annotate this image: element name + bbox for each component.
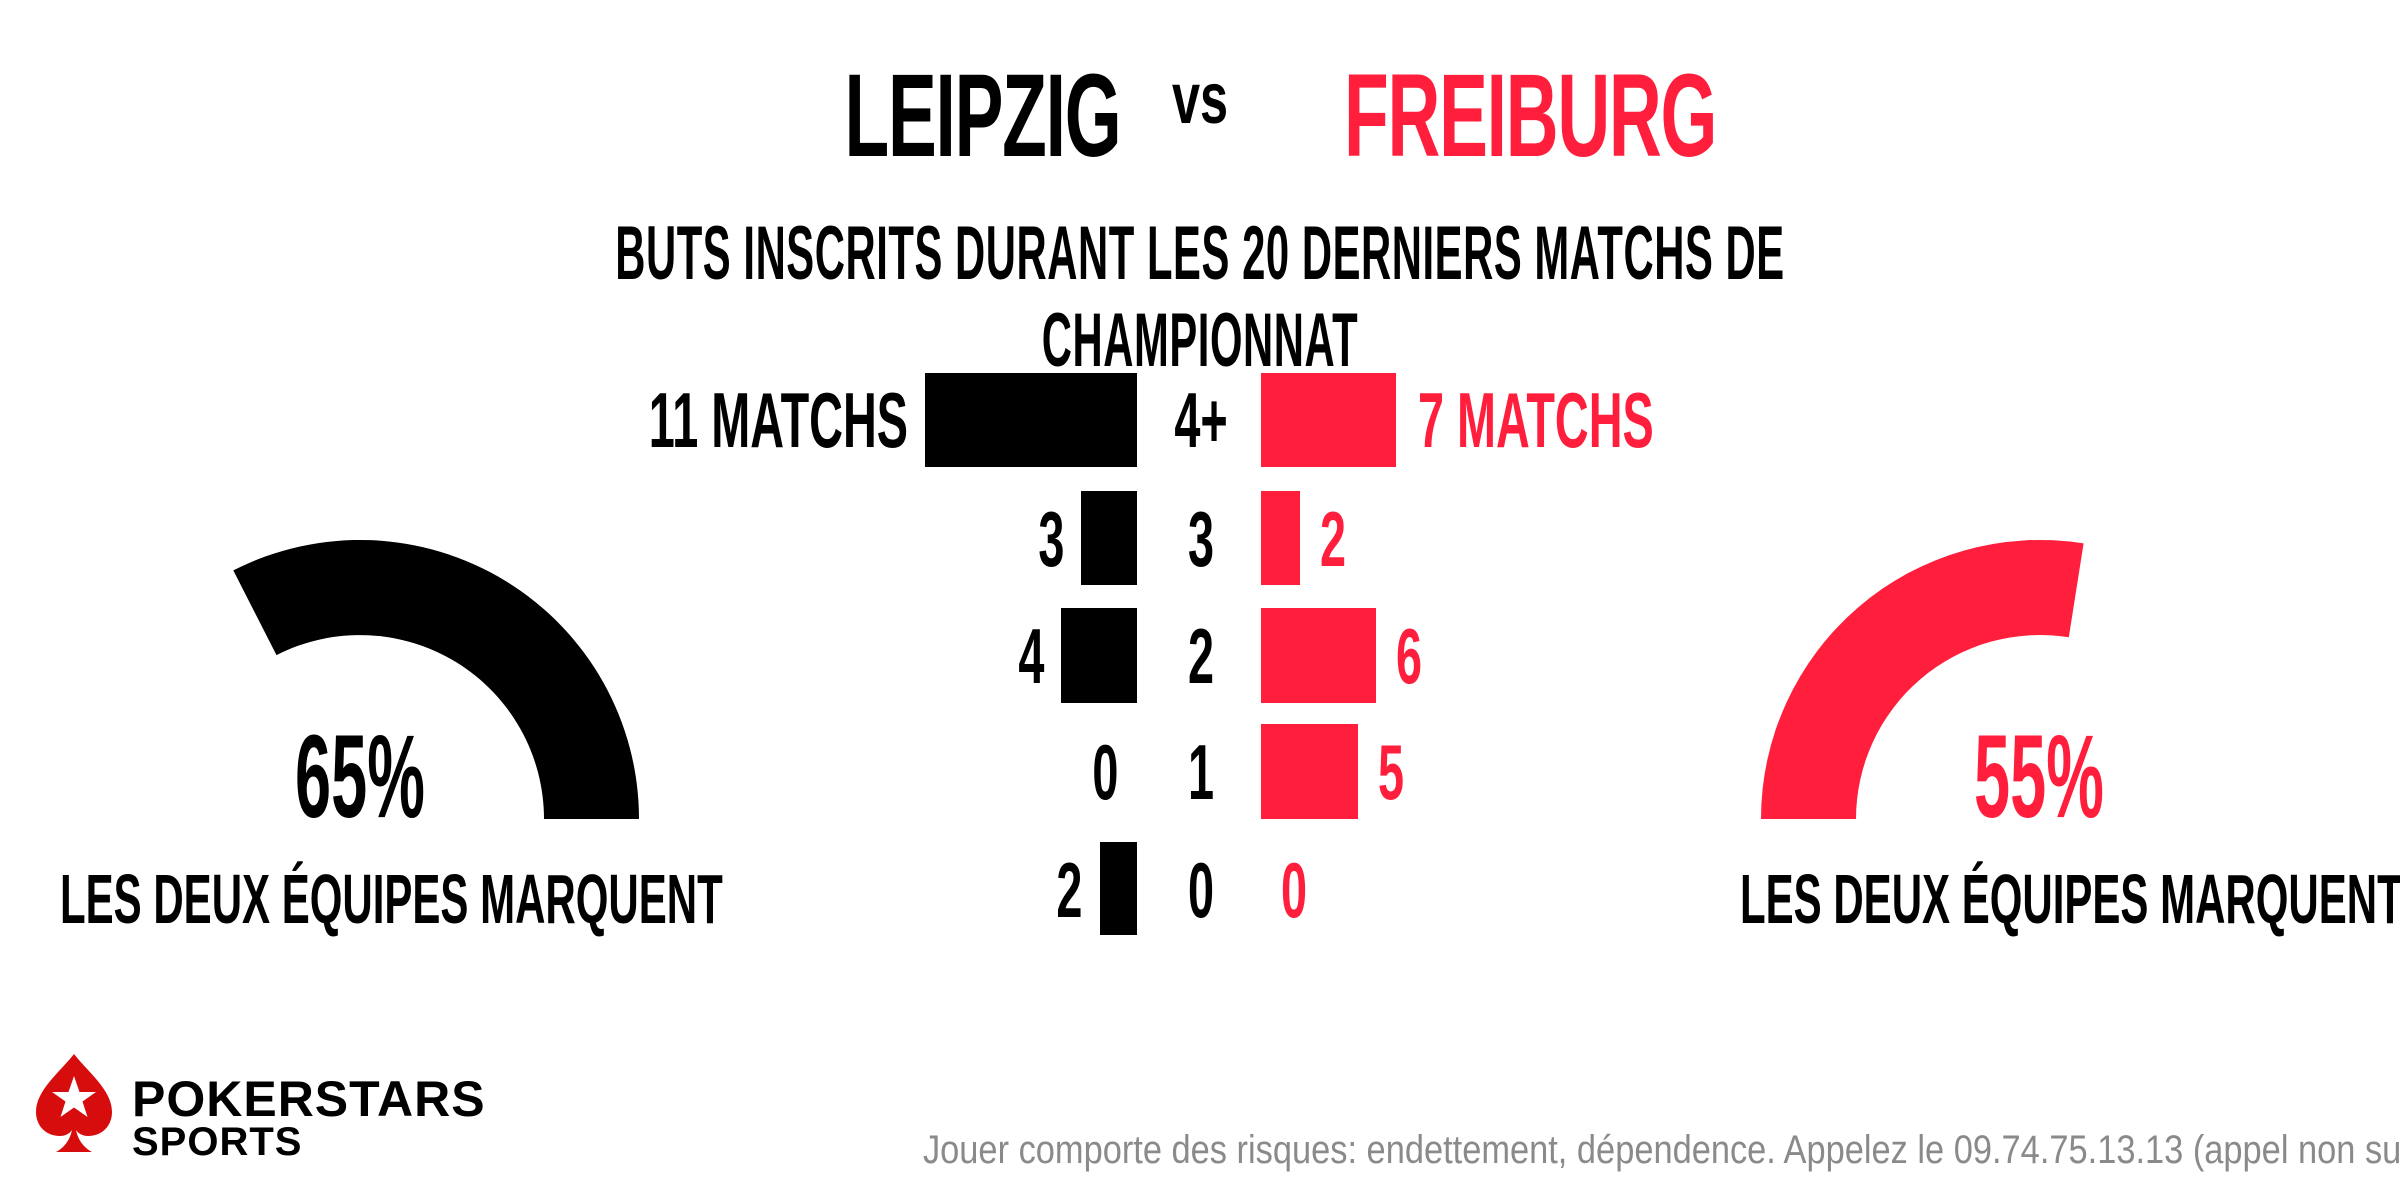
goals-category-0: 0: [1187, 846, 1215, 934]
bar-left-4plus: [925, 373, 1137, 467]
goals-category-2: 2: [1187, 612, 1215, 700]
bar-right-3: [1261, 491, 1300, 585]
left-value-1: 0: [1091, 728, 1118, 816]
left-gauge-caption: LES DEUX ÉQUIPES MARQUENT: [60, 860, 723, 938]
responsible-gambling-disclaimer: Jouer comporte des risques: endettement,…: [668, 1128, 2400, 1173]
right-value-0: 0: [1281, 846, 1308, 934]
vs-text: vs: [1172, 59, 1229, 139]
left-gauge-percent: 65%: [295, 711, 425, 843]
disclaimer-text: Jouer comporte des risques: endettement,…: [922, 1128, 2400, 1172]
pokerstars-sports-logo: POKERSTARS SPORTS: [30, 1050, 550, 1170]
right-value-2: 6: [1396, 612, 1423, 700]
bar-left-2: [1061, 608, 1137, 703]
right-value-3: 2: [1320, 495, 1347, 583]
subtitle-text: BUTS INSCRITS DURANT LES 20 DERNIERS MAT…: [615, 211, 1785, 383]
team-left-label: LEIPZIG: [844, 50, 1122, 182]
left-value-2: 4: [1017, 612, 1044, 700]
right-gauge-caption: LES DEUX ÉQUIPES MARQUENT: [1740, 860, 2400, 938]
match-title: LEIPZIG vs FREIBURG: [0, 48, 2400, 182]
brand-line-2: SPORTS: [132, 1120, 303, 1164]
left-value-0: 2: [1055, 846, 1082, 934]
spade-star-icon: [36, 1054, 112, 1152]
right-value-4plus: 7 MATCHS: [1418, 376, 1654, 464]
chart-subtitle: BUTS INSCRITS DURANT LES 20 DERNIERS MAT…: [0, 210, 2400, 383]
right-value-1: 5: [1378, 728, 1405, 816]
left-value-3: 3: [1037, 495, 1064, 583]
bar-left-3: [1081, 491, 1137, 585]
left-value-4plus: 11 MATCHS: [648, 376, 908, 464]
vs-label: vs: [1160, 58, 1240, 140]
bar-right-1: [1261, 724, 1358, 819]
goals-category-1: 1: [1187, 728, 1215, 816]
bar-right-2: [1261, 608, 1376, 703]
bar-right-4plus: [1261, 373, 1396, 467]
goals-category-4plus: 4+: [1174, 376, 1228, 464]
team-left-name: LEIPZIG: [760, 48, 1180, 184]
team-right-label: FREIBURG: [1344, 50, 1717, 182]
bar-left-0: [1100, 842, 1137, 935]
brand-line-1: POKERSTARS: [132, 1071, 486, 1127]
goals-category-3: 3: [1187, 495, 1215, 583]
right-gauge-percent: 55%: [1974, 711, 2104, 843]
team-right-name: FREIBURG: [1230, 48, 1717, 184]
